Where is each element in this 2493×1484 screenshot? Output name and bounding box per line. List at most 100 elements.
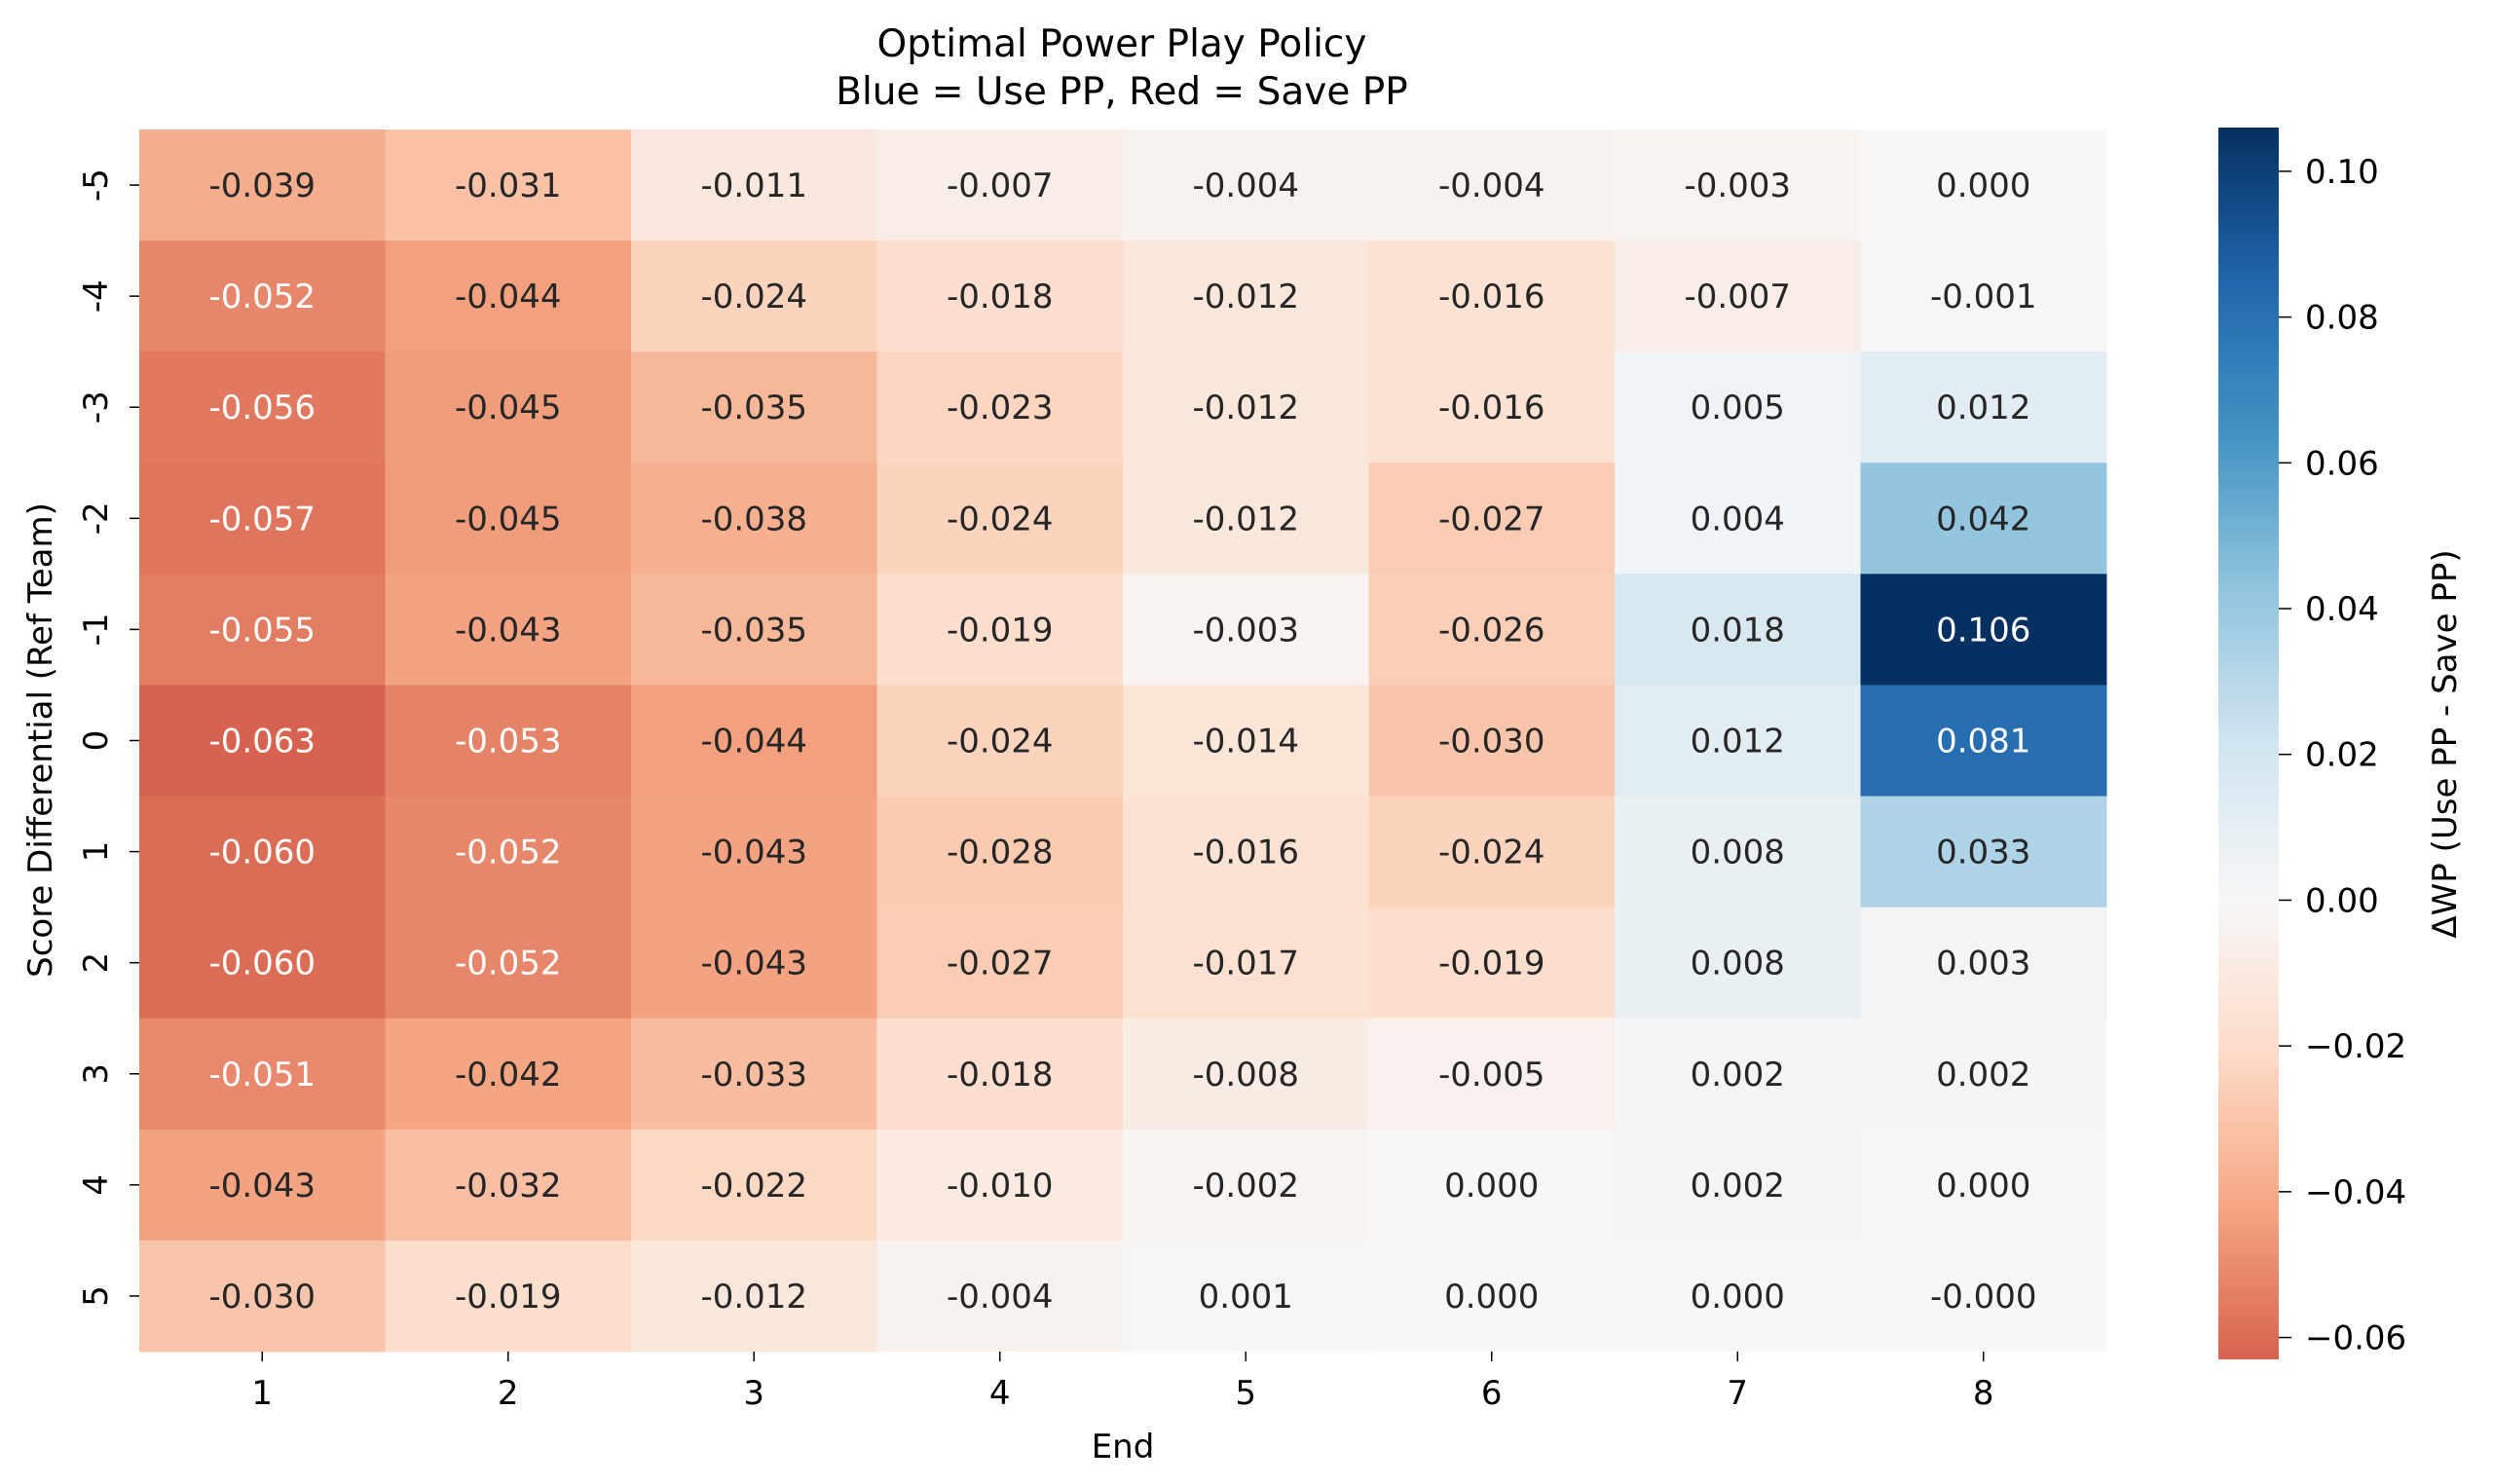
colorbar-tick-label: 0.10 [2305,153,2379,192]
cell-label: -0.024 [947,500,1054,538]
heatmap-cell [1368,463,1616,575]
colorbar-tick-label: −0.06 [2305,1319,2406,1358]
x-tick-label: 3 [743,1374,764,1413]
cell-label: -0.016 [1438,389,1545,427]
heatmap-cell [1615,130,1861,241]
y-tick-label: 3 [77,1063,116,1085]
heatmap-cell [1368,907,1616,1020]
colorbar-tick-label: 0.04 [2305,590,2379,629]
heatmap-cell [1123,1018,1369,1131]
cell-label: -0.060 [208,945,316,983]
heatmap-cell [1615,796,1861,909]
cell-label: -0.004 [947,1278,1054,1317]
cell-label: -0.016 [1438,278,1545,316]
heatmap-cell [876,796,1124,909]
colorbar-tick-label: −0.04 [2305,1173,2406,1212]
heatmap-cell [139,241,386,352]
y-tick-label: -5 [77,168,116,202]
heatmap-cell [876,241,1124,352]
x-tick-label: 7 [1727,1374,1748,1413]
heatmap-cell [1368,685,1616,798]
cell-label: -0.044 [700,723,807,761]
heatmap-cell [1123,1129,1369,1242]
cell-label: 0.004 [1691,500,1785,538]
chart-subtitle: Blue = Use PP, Red = Save PP [836,70,1408,114]
cell-label: -0.014 [1192,723,1299,761]
cell-label: 0.000 [1444,1167,1539,1206]
heatmap-cell [1860,1129,2107,1242]
heatmap-cell [1123,130,1369,241]
cell-label: -0.043 [700,834,807,872]
heatmap-cell [1123,352,1369,464]
colorbar-label: ΔWP (Use PP - Save PP) [2426,549,2465,938]
cell-label: -0.032 [455,1167,562,1206]
heatmap-cell [1860,685,2107,798]
heatmap-cell [139,130,386,241]
heatmap-cell [876,1018,1124,1131]
heatmap-cell [139,685,386,798]
heatmap-cell [631,1129,877,1242]
cell-label: -0.012 [1192,389,1299,427]
heatmap-cell [139,352,386,464]
heatmap-cell [385,1129,632,1242]
heatmap-cell [385,796,632,909]
cell-label: -0.030 [1438,723,1545,761]
chart-title: Optimal Power Play Policy [877,22,1367,66]
heatmap-cell [1615,1129,1861,1242]
heatmap-cell [1615,241,1861,352]
cell-label: -0.038 [700,500,807,538]
cell-label: 0.042 [1936,500,2030,538]
cell-label: -0.012 [1192,278,1299,316]
cell-label: 0.001 [1199,1278,1293,1317]
y-tick-label: 1 [77,841,116,863]
cell-label: -0.035 [700,611,807,649]
heatmap-cell [139,574,386,686]
heatmap-cell [876,352,1124,464]
x-tick-label: 4 [989,1374,1011,1413]
cell-label: -0.052 [455,834,562,872]
cell-label: 0.000 [1936,167,2030,205]
heatmap-cell [1860,463,2107,575]
heatmap-cell [631,685,877,798]
colorbar-tick-label: 0.00 [2305,881,2379,920]
colorbar [2218,128,2279,1359]
cell-label: -0.060 [208,834,316,872]
cell-label: -0.031 [455,167,562,205]
cell-label: -0.000 [1930,1278,2037,1317]
x-tick-label: 6 [1481,1374,1503,1413]
heatmap-cell [1615,1240,1861,1353]
heatmap-cell [631,352,877,464]
heatmap-cell [139,1240,386,1353]
cell-label: -0.004 [1192,167,1299,205]
heatmap-cell [631,241,877,352]
cell-label: 0.000 [1936,1167,2030,1206]
cell-label: -0.030 [208,1278,316,1317]
heatmap-cell [1123,241,1369,352]
heatmap-cell [385,352,632,464]
colorbar-tick-label: 0.02 [2305,736,2379,775]
cell-label: -0.057 [208,500,316,538]
heatmap-cell [631,574,877,686]
x-axis-label: End [1092,1428,1155,1466]
colorbar-tick-label: 0.08 [2305,299,2379,338]
heatmap-cell [1368,574,1616,686]
heatmap-cell [1123,907,1369,1020]
x-axis-ticks: 1 2 3 4 5 6 7 8 [251,1352,1994,1413]
cell-label: -0.010 [947,1167,1054,1206]
cell-label: 0.012 [1936,389,2030,427]
cell-label: -0.027 [947,945,1054,983]
cell-label: -0.003 [1192,611,1299,649]
cell-label: 0.002 [1936,1056,2030,1094]
cell-label: -0.018 [947,1056,1054,1094]
heatmap-cell [1860,1240,2107,1353]
heatmap-cell [1123,463,1369,575]
cell-label: -0.008 [1192,1056,1299,1094]
y-axis-label: Score Differential (Ref Team) [21,502,60,978]
cell-label: 0.018 [1691,611,1785,649]
colorbar-ticks: 0.10 0.08 0.06 0.04 0.02 0.00 −0.02 −0.04 −0.06 [2279,153,2406,1358]
cell-label: -0.012 [1192,500,1299,538]
y-tick-label: 5 [77,1285,116,1307]
heatmap-cell [1123,574,1369,686]
cell-label: -0.045 [455,500,562,538]
